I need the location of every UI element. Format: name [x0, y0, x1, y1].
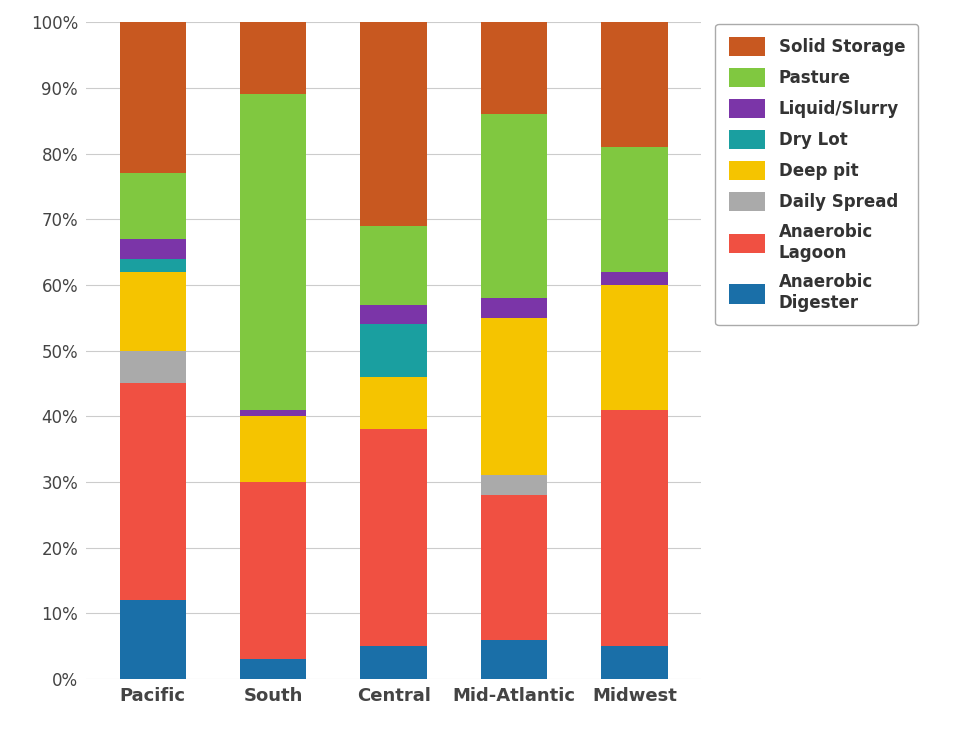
Bar	[240, 659, 306, 679]
Bar	[601, 285, 667, 410]
Bar	[120, 351, 186, 384]
Bar	[601, 646, 667, 679]
Bar	[360, 377, 427, 430]
Bar	[120, 272, 186, 351]
Bar	[120, 173, 186, 239]
Bar	[360, 226, 427, 305]
Bar	[601, 22, 667, 147]
Bar	[240, 482, 306, 659]
Bar	[481, 317, 547, 475]
Bar	[240, 416, 306, 482]
Bar	[240, 22, 306, 94]
Bar	[601, 147, 667, 272]
Bar	[360, 324, 427, 377]
Bar	[481, 114, 547, 298]
Bar	[601, 272, 667, 285]
Bar	[120, 239, 186, 258]
Bar	[481, 640, 547, 679]
Bar	[481, 298, 547, 317]
Bar	[360, 646, 427, 679]
Bar	[481, 475, 547, 495]
Bar	[481, 495, 547, 640]
Bar	[360, 22, 427, 226]
Bar	[120, 22, 186, 173]
Bar	[481, 22, 547, 114]
Bar	[120, 384, 186, 600]
Bar	[360, 430, 427, 646]
Bar	[601, 410, 667, 646]
Bar	[120, 600, 186, 679]
Legend: Solid Storage, Pasture, Liquid/Slurry, Dry Lot, Deep pit, Daily Spread, Anaerobi: Solid Storage, Pasture, Liquid/Slurry, D…	[715, 24, 919, 325]
Bar	[240, 410, 306, 416]
Bar	[240, 94, 306, 410]
Bar	[360, 305, 427, 324]
Bar	[120, 258, 186, 272]
